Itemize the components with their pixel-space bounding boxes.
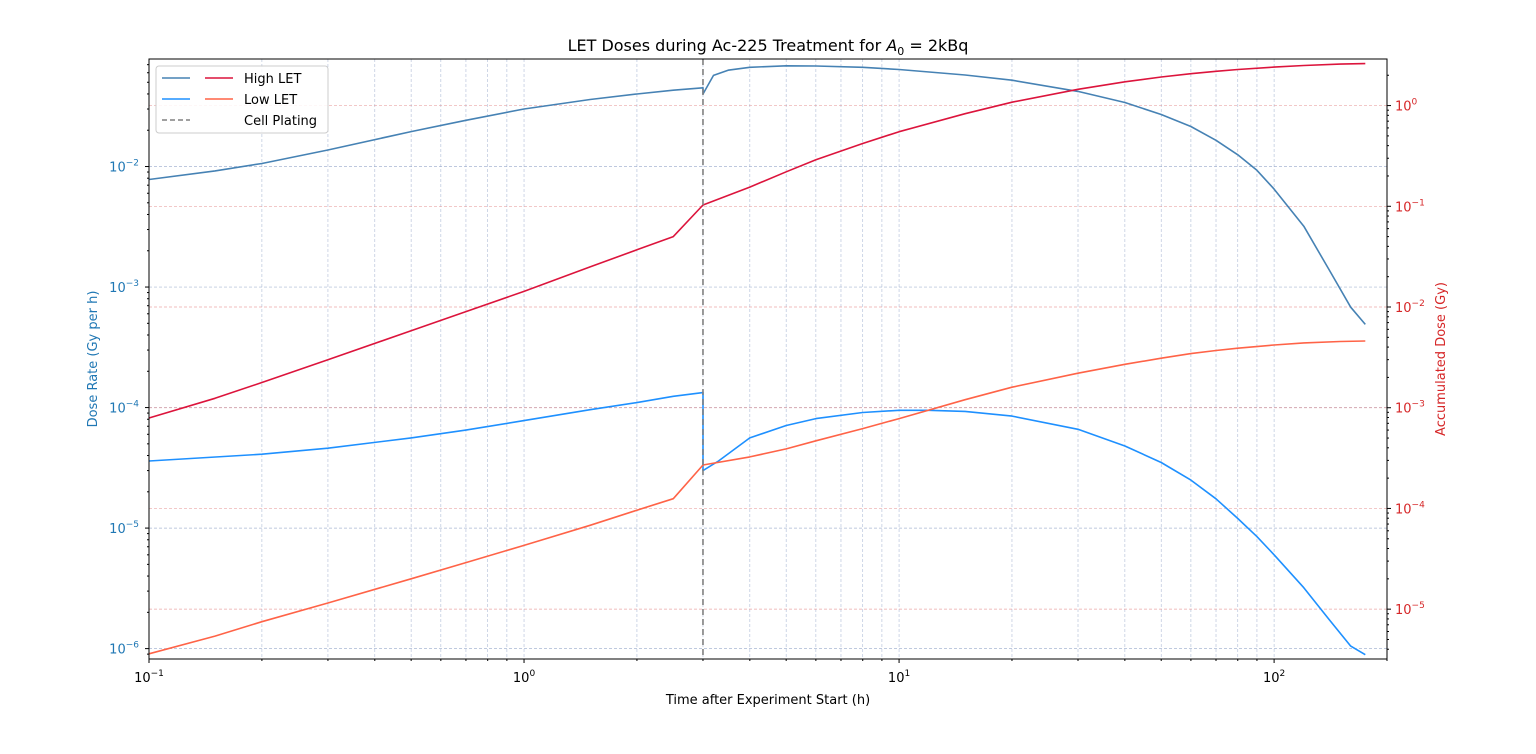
plot-frame	[148, 58, 1388, 660]
legend-box	[155, 65, 329, 134]
series-layer	[148, 59, 1366, 659]
x-tick-label: 102	[1263, 669, 1285, 686]
y-right-tick-label: 10−4	[1395, 500, 1425, 517]
chart-title: LET Doses during Ac-225 Treatment for A0…	[568, 36, 969, 58]
x-tick-label: 100	[513, 669, 536, 686]
y-right-tick-label: 10−3	[1395, 400, 1425, 417]
y-left-axis-label: Dose Rate (Gy per h)	[86, 291, 101, 428]
series-line-high-let-accumulated	[148, 62, 1366, 419]
y-right-tick-label: 10−1	[1395, 198, 1425, 215]
x-axis-label: Time after Experiment Start (h)	[665, 693, 870, 708]
series-line-high-let	[148, 65, 1366, 325]
legend-label: Cell Plating	[244, 114, 317, 129]
x-tick-label: 10−1	[134, 669, 164, 686]
tick-layer: 10−1 100 101 102 10−6 10−5 10−4 10−3 10−2 10−5 10−…	[109, 64, 1425, 686]
legend-label: High LET	[244, 72, 301, 87]
y-left-tick-label: 10−5	[109, 520, 139, 537]
series-line-low-let	[148, 391, 1366, 656]
x-tick-label: 101	[888, 669, 910, 686]
y-right-axis-label: Accumulated Dose (Gy)	[1434, 282, 1449, 436]
legend: High LET Low LET Cell Plating	[155, 65, 329, 134]
y-left-tick-label: 10−2	[109, 159, 139, 176]
y-right-tick-label: 100	[1395, 98, 1418, 115]
y-right-tick-label: 10−5	[1395, 601, 1425, 618]
y-left-tick-label: 10−4	[109, 400, 139, 417]
y-right-tick-label: 10−2	[1395, 299, 1425, 316]
y-left-tick-label: 10−3	[109, 279, 139, 296]
legend-label: Low LET	[244, 93, 297, 108]
series-line-low-let-accumulated	[148, 340, 1366, 655]
y-left-tick-label: 10−6	[109, 641, 139, 658]
